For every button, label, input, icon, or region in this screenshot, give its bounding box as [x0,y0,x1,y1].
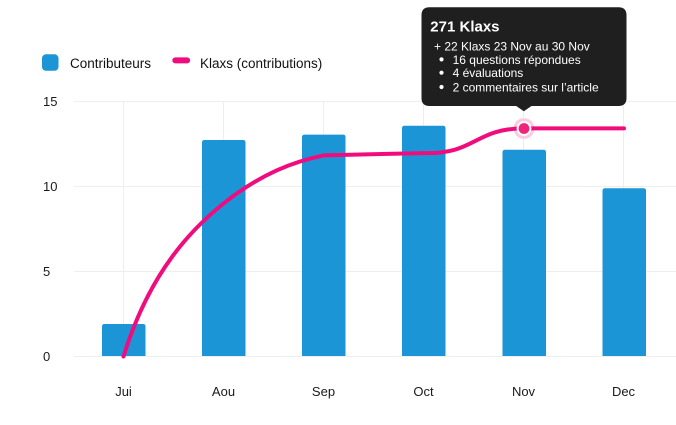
svg-text:271 Klaxs: 271 Klaxs [430,19,499,36]
svg-text:Sep: Sep [312,384,335,399]
svg-text:10: 10 [43,179,57,194]
svg-text:Jui: Jui [115,384,132,399]
svg-text:+ 22 Klaxs 23 Nov au 30 Nov: + 22 Klaxs 23 Nov au 30 Nov [434,40,590,54]
svg-text:0: 0 [43,349,50,364]
svg-text:Oct: Oct [413,384,434,399]
svg-text:Contributeurs: Contributeurs [70,56,151,71]
svg-text:5: 5 [43,264,50,279]
svg-text:Dec: Dec [612,384,636,399]
svg-text:15: 15 [43,94,57,109]
svg-text:Nov: Nov [512,384,536,399]
svg-text:Klaxs (contributions): Klaxs (contributions) [200,56,322,71]
svg-text:16 questions répondues: 16 questions répondues [453,53,581,67]
svg-text:Aou: Aou [212,384,235,399]
svg-text:2 commentaires sur l’article: 2 commentaires sur l’article [453,81,599,95]
svg-text:4 évaluations: 4 évaluations [453,66,524,80]
